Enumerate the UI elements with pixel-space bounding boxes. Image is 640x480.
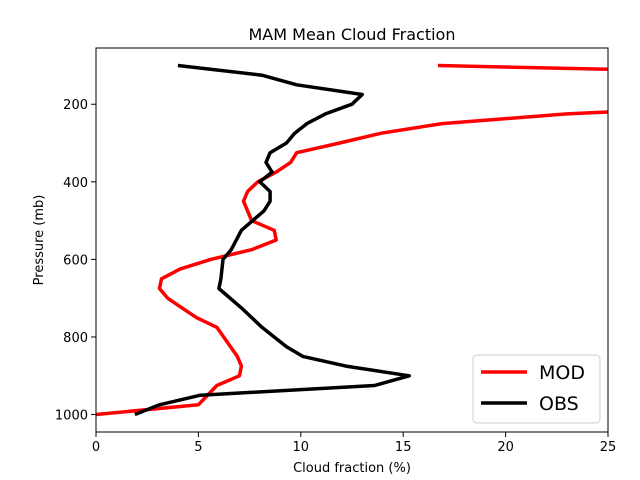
y-axis: 200 400 600 800 1000 bbox=[55, 98, 96, 424]
plot-lines bbox=[96, 63, 608, 417]
x-tick-label: 15 bbox=[395, 440, 412, 455]
series-line-mod-0 bbox=[96, 110, 608, 417]
plot-area-frame bbox=[95, 47, 609, 433]
y-tick-label: 400 bbox=[63, 176, 88, 191]
y-tick-label: 1000 bbox=[55, 409, 88, 424]
x-axis-label: Cloud fraction (%) bbox=[293, 461, 411, 476]
y-axis-label: Pressure (mb) bbox=[32, 195, 47, 286]
legend-label-mod: MOD bbox=[539, 362, 585, 384]
y-tick-label: 800 bbox=[63, 331, 88, 346]
y-tick-label: 600 bbox=[63, 253, 88, 268]
legend-label-obs: OBS bbox=[539, 393, 579, 415]
x-axis: 0 5 10 15 20 25 bbox=[92, 432, 616, 455]
y-tick-label: 200 bbox=[63, 98, 88, 113]
chart-title: MAM Mean Cloud Fraction bbox=[249, 25, 456, 44]
x-tick-label: 25 bbox=[600, 440, 617, 455]
series-line-mod-1 bbox=[437, 63, 608, 72]
x-tick-label: 5 bbox=[194, 440, 202, 455]
legend: MOD OBS bbox=[472, 354, 601, 424]
x-tick-label: 10 bbox=[293, 440, 310, 455]
x-tick-label: 20 bbox=[497, 440, 514, 455]
x-tick-label: 0 bbox=[92, 440, 100, 455]
series-line-obs-2 bbox=[134, 63, 412, 417]
